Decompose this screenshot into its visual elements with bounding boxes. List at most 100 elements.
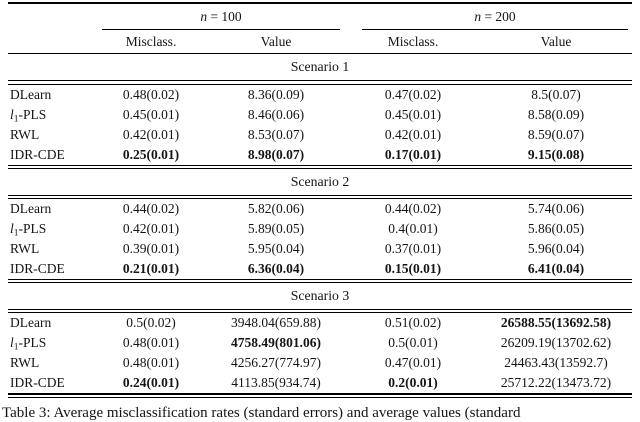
spacer-cell	[8, 30, 96, 53]
divider	[8, 278, 632, 284]
scenario-title: Scenario 1	[290, 59, 350, 75]
group-rest: = 200	[481, 9, 516, 25]
table-row: RWL 0.39(0.01) 5.95(0.04) 0.37(0.01) 5.9…	[8, 239, 632, 259]
method-name: RWL	[10, 240, 40, 256]
method-name: IDR-CDE	[10, 375, 65, 391]
cell: 0.42(0.01)	[122, 220, 180, 236]
cell: 0.42(0.01)	[384, 126, 442, 142]
method-name: DLearn	[10, 86, 52, 102]
cell: 4256.27(774.97)	[231, 355, 321, 371]
cell: 0.42(0.01)	[122, 126, 180, 142]
column-header: Misclass.	[387, 33, 439, 49]
method-name: l1-PLS	[10, 335, 47, 353]
cell: 0.5(0.02)	[126, 315, 176, 331]
table-row: RWL 0.48(0.01) 4256.27(774.97) 0.47(0.01…	[8, 353, 632, 373]
cell: 6.41(0.04)	[527, 260, 585, 276]
group-var: n	[474, 9, 482, 25]
group-header-n200: n = 200	[346, 4, 632, 31]
table-row: IDR-CDE 0.25(0.01) 8.98(0.07) 0.17(0.01)…	[8, 145, 632, 165]
cell: 26209.19(13702.62)	[500, 335, 612, 351]
cell: 25712.22(13473.72)	[500, 375, 612, 391]
table-row: DLearn 0.5(0.02) 3948.04(659.88) 0.51(0.…	[8, 313, 632, 333]
cell: 0.24(0.01)	[122, 375, 180, 391]
cell: 0.37(0.01)	[384, 240, 442, 256]
spacer-cell	[8, 4, 96, 30]
cell: 0.44(0.02)	[122, 200, 180, 216]
group-header-row: n = 100 n = 200	[8, 4, 632, 31]
cell: 8.53(0.07)	[247, 126, 305, 142]
scenario-title: Scenario 2	[290, 173, 350, 189]
cell: 5.82(0.06)	[247, 200, 305, 216]
cell: 4113.85(934.74)	[231, 375, 321, 391]
results-table-wrap: n = 100 n = 200 Misclass. Value Misclass…	[8, 2, 632, 398]
scenario-header: Scenario 3	[8, 283, 632, 309]
cell: 9.15(0.08)	[527, 146, 585, 162]
method-name: l1-PLS	[10, 220, 47, 239]
group-var: n	[200, 9, 208, 25]
column-header: Value	[260, 33, 292, 49]
method-name: DLearn	[10, 315, 52, 331]
divider	[8, 309, 632, 314]
table-row: l1-PLS 0.48(0.01) 4758.49(801.06) 0.5(0.…	[8, 333, 632, 353]
cell: 0.15(0.01)	[384, 260, 442, 276]
cell: 6.36(0.04)	[247, 260, 305, 276]
cell: 0.5(0.01)	[388, 335, 438, 351]
method-name: IDR-CDE	[10, 260, 65, 276]
cell: 5.95(0.04)	[247, 240, 305, 256]
method-name: DLearn	[10, 200, 52, 216]
cell: 5.96(0.04)	[527, 240, 585, 256]
cell: 4758.49(801.06)	[231, 335, 321, 351]
divider	[8, 164, 632, 169]
table-row: RWL 0.42(0.01) 8.53(0.07) 0.42(0.01) 8.5…	[8, 125, 632, 145]
divider	[8, 2, 632, 5]
cell: 0.39(0.01)	[122, 240, 180, 256]
cell: 0.17(0.01)	[384, 146, 442, 162]
cell: 0.48(0.01)	[122, 355, 180, 371]
cell: 0.48(0.02)	[122, 86, 180, 102]
scenario-header: Scenario 2	[8, 169, 632, 195]
cell: 0.4(0.01)	[388, 220, 438, 236]
cell: 8.59(0.07)	[527, 126, 585, 142]
method-name: RWL	[10, 126, 40, 142]
cell: 0.47(0.01)	[384, 355, 442, 371]
method-name: RWL	[10, 355, 40, 371]
column-header: Value	[540, 33, 572, 49]
cell: 0.2(0.01)	[388, 375, 438, 391]
group-rest: = 100	[207, 9, 242, 25]
cell: 0.47(0.02)	[384, 86, 442, 102]
column-header-row: Misclass. Value Misclass. Value	[8, 30, 632, 53]
column-header: Misclass.	[125, 33, 177, 49]
cell: 3948.04(659.88)	[231, 315, 321, 331]
cell: 0.45(0.01)	[384, 106, 442, 122]
scenario-title: Scenario 3	[290, 288, 350, 304]
cell: 0.48(0.01)	[122, 335, 180, 351]
table-row: IDR-CDE 0.21(0.01) 6.36(0.04) 0.15(0.01)…	[8, 259, 632, 279]
cell: 24463.43(13592.7)	[504, 355, 608, 371]
cell: 8.58(0.09)	[527, 106, 585, 122]
cell: 26588.55(13692.58)	[500, 315, 612, 331]
divider	[8, 80, 632, 85]
table-row: IDR-CDE 0.24(0.01) 4113.85(934.74) 0.2(0…	[8, 373, 632, 393]
cell: 0.51(0.02)	[384, 315, 442, 331]
cell: 5.86(0.05)	[527, 220, 585, 236]
method-name: IDR-CDE	[10, 146, 65, 162]
table-caption: Table 3: Average misclassification rates…	[2, 405, 521, 421]
group-header-n100: n = 100	[96, 4, 346, 31]
cell: 0.21(0.01)	[122, 260, 180, 276]
cell: 8.46(0.06)	[247, 106, 305, 122]
table-row: DLearn 0.48(0.02) 8.36(0.09) 0.47(0.02) …	[8, 85, 632, 105]
cell: 0.45(0.01)	[122, 106, 180, 122]
table-row: DLearn 0.44(0.02) 5.82(0.06) 0.44(0.02) …	[8, 199, 632, 219]
cell: 0.44(0.02)	[384, 200, 442, 216]
scenario-header: Scenario 1	[8, 54, 632, 80]
results-table: n = 100 n = 200 Misclass. Value Misclass…	[8, 4, 632, 393]
divider	[8, 393, 632, 398]
method-name: l1-PLS	[10, 106, 47, 125]
table-row: l1-PLS 0.42(0.01) 5.89(0.05) 0.4(0.01) 5…	[8, 219, 632, 239]
divider	[8, 53, 632, 55]
cell: 8.36(0.09)	[247, 86, 305, 102]
cell: 5.74(0.06)	[527, 200, 585, 216]
cell: 8.98(0.07)	[247, 146, 305, 162]
table-row: l1-PLS 0.45(0.01) 8.46(0.06) 0.45(0.01) …	[8, 105, 632, 125]
cell: 5.89(0.05)	[247, 220, 305, 236]
